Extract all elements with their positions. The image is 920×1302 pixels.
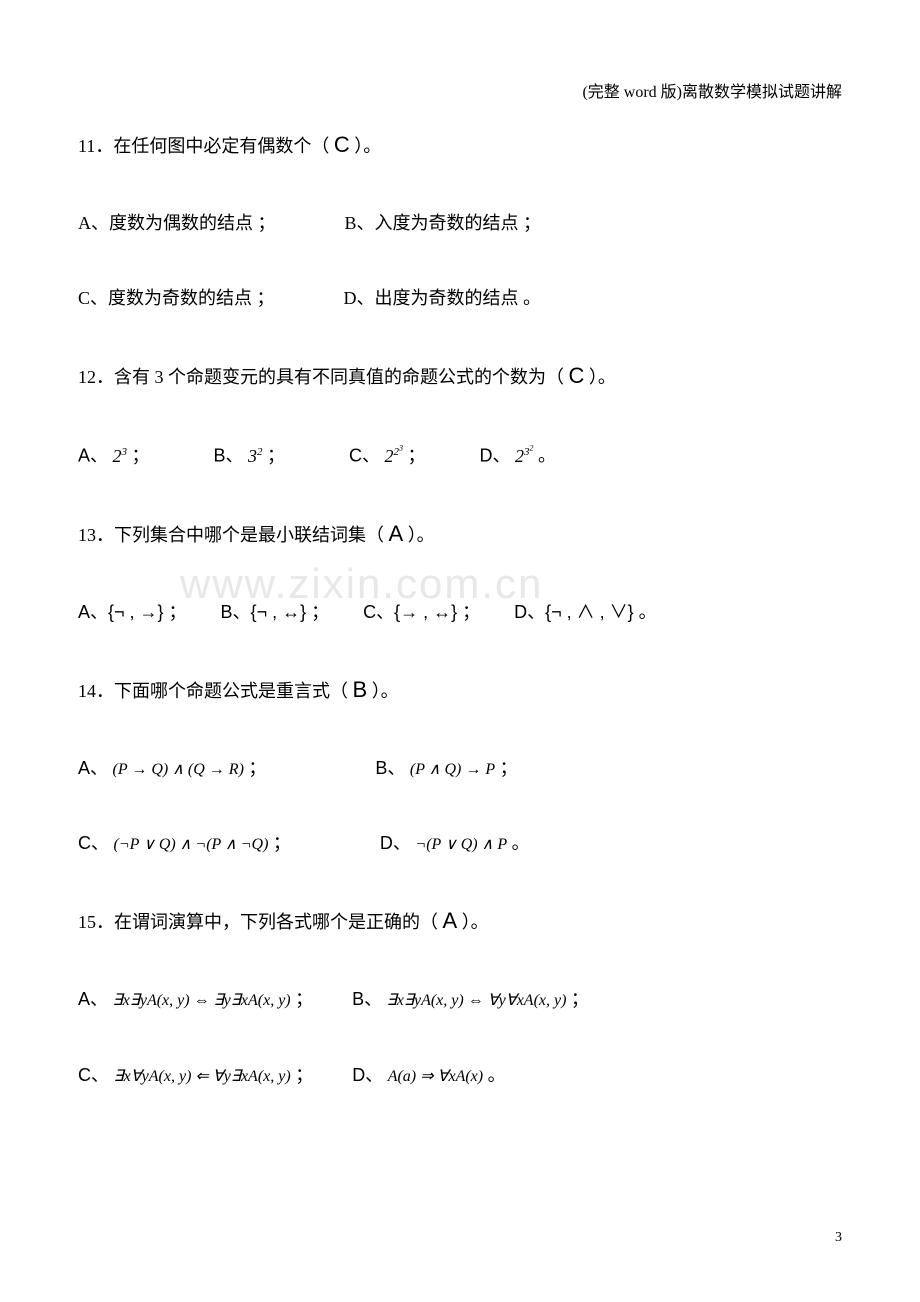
q14-prefix: 14．下面哪个命题公式是重言式（ bbox=[78, 681, 353, 701]
q12-opt-c-label: C、 bbox=[349, 446, 380, 466]
page-header: (完整 word 版)离散数学模拟试题讲解 bbox=[582, 78, 842, 102]
q12-suffix: ）。 bbox=[584, 367, 616, 387]
q13-opt-a: A、{¬ , →} ； bbox=[78, 602, 187, 622]
q14-opt-c-formula: (¬P ∨ Q) ∧ ¬(P ∧ ¬Q) bbox=[114, 836, 269, 853]
q14-opt-d-formula: ¬(P ∨ Q) ∧ P bbox=[415, 836, 507, 853]
q12-prefix: 12．含有 3 个命题变元的具有不同真值的命题公式的个数为（ bbox=[78, 367, 569, 387]
q15-semi1: ； bbox=[295, 989, 313, 1009]
q13-answer: A bbox=[389, 521, 404, 546]
q14-options-row1: A、 (P → Q) ∧ (Q → R) ； B、 (P ∧ Q) → P ； bbox=[78, 756, 920, 781]
question-15: 15．在谓词演算中，下列各式哪个是正确的（ A ）。 A、 ∃x∃yA(x, y… bbox=[78, 906, 920, 1088]
q14-semi3: ； bbox=[273, 833, 291, 853]
q11-opt-c: C、度数为奇数的结点 ； bbox=[78, 288, 275, 308]
q14-semi1: ； bbox=[248, 758, 266, 778]
q15-semi3: ； bbox=[295, 1065, 313, 1085]
q14-opt-a-label: A、 bbox=[78, 758, 108, 778]
q13-text: 13．下列集合中哪个是最小联结词集（ A ）。 bbox=[78, 519, 920, 550]
q12-period: 。 bbox=[538, 446, 556, 466]
q12-c-exp: 23 bbox=[394, 446, 404, 458]
q13-opt-d: D、{¬ , ∧ , ∨} 。 bbox=[514, 602, 657, 622]
q15-opt-a-formula: ∃x∃yA(x, y) ⇔ ∃y∃xA(x, y) bbox=[113, 992, 291, 1009]
q15-options-row2: C、 ∃x∀yA(x, y) ⇐ ∀y∃xA(x, y) ； D、 A(a) ⇒… bbox=[78, 1063, 920, 1088]
q14-opt-a-formula: (P → Q) ∧ (Q → R) bbox=[113, 761, 244, 778]
q15-options-row1: A、 ∃x∃yA(x, y) ⇔ ∃y∃xA(x, y) ； B、 ∃x∃yA(… bbox=[78, 987, 920, 1012]
q15-opt-b-label: B、 bbox=[352, 989, 382, 1009]
q14-answer: B bbox=[353, 677, 368, 702]
q12-opt-a-label: A、 bbox=[78, 446, 108, 466]
q14-opt-d-label: D、 bbox=[380, 833, 411, 853]
document-content: 11．在任何图中必定有偶数个（ C ）。 A、度数为偶数的结点 ； B、入度为奇… bbox=[78, 130, 920, 1088]
q11-answer: C bbox=[334, 132, 350, 157]
q14-suffix: ）。 bbox=[367, 681, 399, 701]
q11-options-row2: C、度数为奇数的结点 ； D、出度为奇数的结点 。 bbox=[78, 286, 920, 311]
q11-prefix: 11．在任何图中必定有偶数个（ bbox=[78, 136, 334, 156]
q14-opt-b-formula: (P ∧ Q) → P bbox=[410, 761, 495, 778]
q14-opt-c-label: C、 bbox=[78, 833, 109, 853]
q15-opt-d-label: D、 bbox=[352, 1065, 383, 1085]
q12-semi2: ； bbox=[267, 446, 285, 466]
q12-semi1: ； bbox=[132, 446, 150, 466]
q12-a-base: 2 bbox=[113, 446, 122, 466]
q11-suffix: ）。 bbox=[350, 136, 382, 156]
q12-opt-d-label: D、 bbox=[480, 446, 511, 466]
q12-c-base: 2 bbox=[385, 446, 394, 466]
q12-d-exp-exp: 2 bbox=[530, 443, 534, 452]
q12-a-exp: 3 bbox=[122, 446, 128, 458]
q13-opt-b: B、{¬ , ↔} ； bbox=[221, 602, 330, 622]
q13-options: A、{¬ , →} ； B、{¬ , ↔} ； C、{→ , ↔} ； D、{¬… bbox=[78, 600, 920, 625]
q15-opt-a-label: A、 bbox=[78, 989, 108, 1009]
q13-suffix: ）。 bbox=[403, 525, 435, 545]
q14-period: 。 bbox=[512, 833, 530, 853]
q15-opt-d-formula: A(a) ⇒ ∀xA(x) bbox=[388, 1068, 483, 1085]
q15-opt-c-formula: ∃x∀yA(x, y) ⇐ ∀y∃xA(x, y) bbox=[114, 1068, 291, 1085]
q12-semi3: ； bbox=[408, 446, 426, 466]
q12-options: A、 23 ； B、 32 ； C、 223 ； D、 232 。 bbox=[78, 442, 920, 469]
q11-text: 11．在任何图中必定有偶数个（ C ）。 bbox=[78, 130, 920, 161]
q12-text: 12．含有 3 个命题变元的具有不同真值的命题公式的个数为（ C ）。 bbox=[78, 361, 920, 392]
q12-opt-b-label: B、 bbox=[214, 446, 244, 466]
q14-options-row2: C、 (¬P ∨ Q) ∧ ¬(P ∧ ¬Q) ； D、 ¬(P ∨ Q) ∧ … bbox=[78, 831, 920, 856]
q15-answer: A bbox=[443, 908, 458, 933]
q12-b-exp: 2 bbox=[257, 446, 263, 458]
q13-prefix: 13．下列集合中哪个是最小联结词集（ bbox=[78, 525, 389, 545]
q15-period: 。 bbox=[488, 1065, 506, 1085]
q12-opt-d-math: 232 bbox=[515, 446, 534, 466]
question-13: 13．下列集合中哪个是最小联结词集（ A ）。 A、{¬ , →} ； B、{¬… bbox=[78, 519, 920, 625]
question-11: 11．在任何图中必定有偶数个（ C ）。 A、度数为偶数的结点 ； B、入度为奇… bbox=[78, 130, 920, 311]
q15-suffix: ）。 bbox=[457, 912, 489, 932]
q15-text: 15．在谓词演算中，下列各式哪个是正确的（ A ）。 bbox=[78, 906, 920, 937]
q14-opt-b-label: B、 bbox=[375, 758, 405, 778]
q12-d-base: 2 bbox=[515, 446, 524, 466]
q15-opt-c-label: C、 bbox=[78, 1065, 109, 1085]
q13-opt-c: C、{→ , ↔} ； bbox=[363, 602, 480, 622]
q12-opt-a-math: 23 bbox=[113, 446, 128, 466]
q12-d-exp: 32 bbox=[524, 446, 534, 458]
q15-prefix: 15．在谓词演算中，下列各式哪个是正确的（ bbox=[78, 912, 443, 932]
q11-options-row1: A、度数为偶数的结点 ； B、入度为奇数的结点 ； bbox=[78, 211, 920, 236]
q12-opt-c-math: 223 bbox=[385, 446, 404, 466]
q12-c-exp-exp: 3 bbox=[399, 443, 403, 452]
q12-b-base: 3 bbox=[248, 446, 257, 466]
q15-opt-b-formula: ∃x∃yA(x, y) ⇔ ∀y∀xA(x, y) bbox=[387, 992, 567, 1009]
question-12: 12．含有 3 个命题变元的具有不同真值的命题公式的个数为（ C ）。 A、 2… bbox=[78, 361, 920, 469]
q11-opt-b: B、入度为奇数的结点 ； bbox=[345, 213, 542, 233]
q14-semi2: ； bbox=[500, 758, 518, 778]
q14-text: 14．下面哪个命题公式是重言式（ B ）。 bbox=[78, 675, 920, 706]
q11-opt-a: A、度数为偶数的结点 ； bbox=[78, 213, 276, 233]
page-number: 3 bbox=[835, 1230, 842, 1246]
q12-opt-b-math: 32 bbox=[248, 446, 263, 466]
q12-answer: C bbox=[569, 363, 585, 388]
q11-opt-d: D、出度为奇数的结点 。 bbox=[344, 288, 542, 308]
question-14: 14．下面哪个命题公式是重言式（ B ）。 A、 (P → Q) ∧ (Q → … bbox=[78, 675, 920, 857]
q15-semi2: ； bbox=[571, 989, 589, 1009]
